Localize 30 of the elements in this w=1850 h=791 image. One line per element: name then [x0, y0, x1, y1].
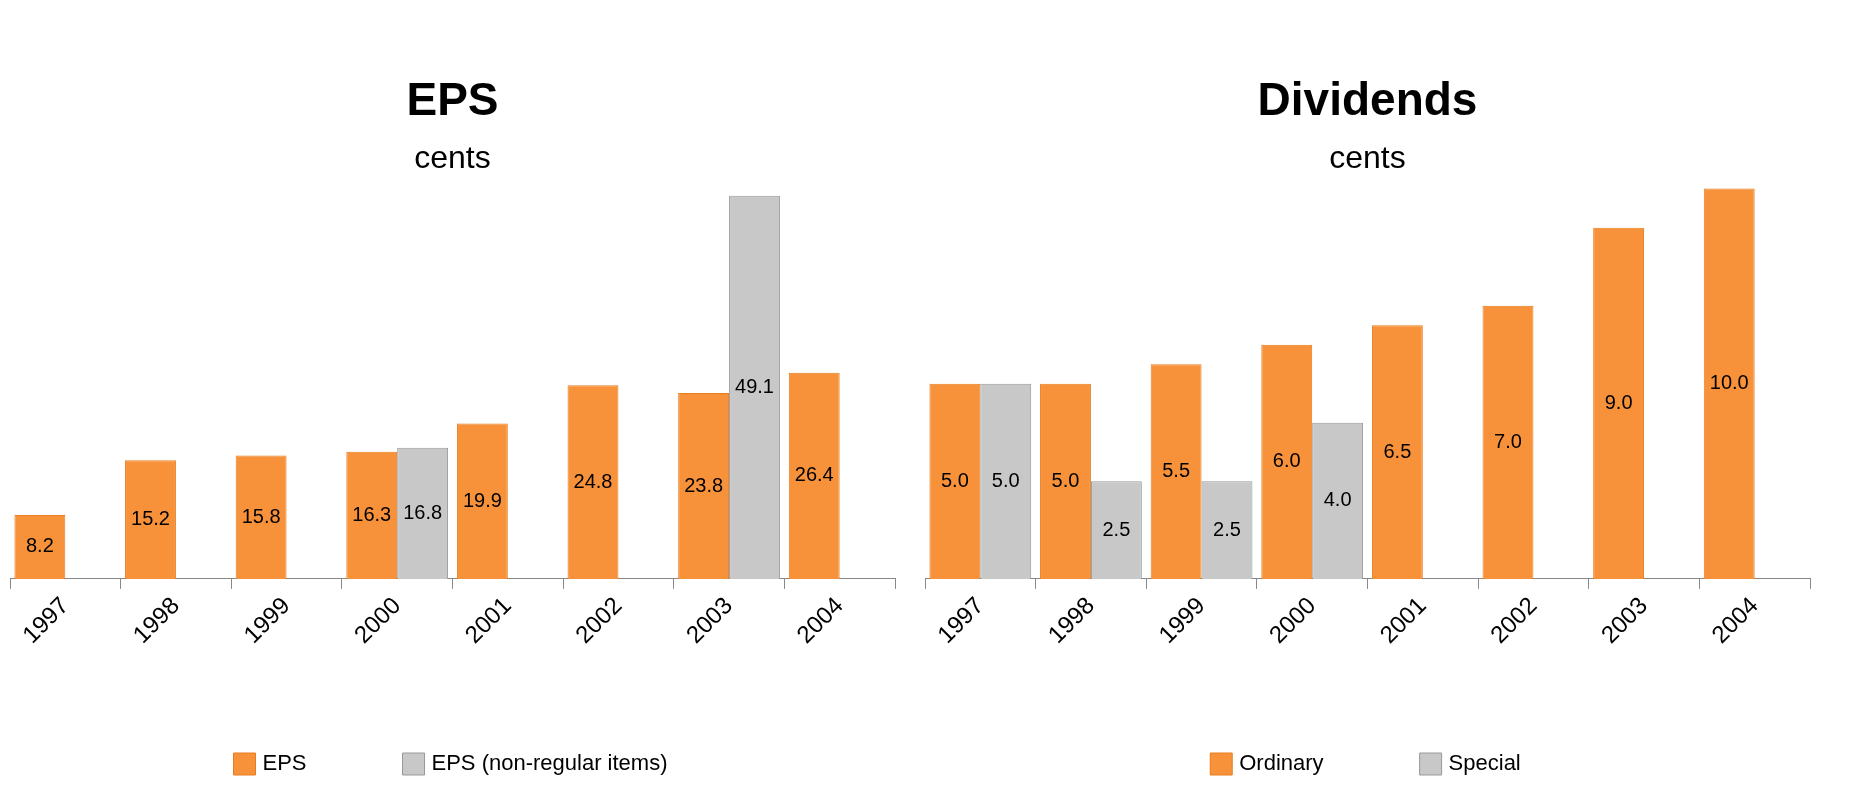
data-label: 2.5 [1102, 517, 1131, 540]
data-label: 16.8 [403, 500, 443, 523]
chart-title: EPS [406, 73, 499, 126]
data-label: 5.5 [1162, 459, 1191, 482]
legend-label: EPS [262, 750, 307, 776]
data-label: 9.0 [1604, 390, 1633, 413]
data-label: 5.0 [1051, 468, 1080, 491]
data-label: 19.9 [462, 488, 502, 511]
data-label: 5.0 [991, 468, 1020, 491]
data-label: 6.0 [1272, 449, 1301, 472]
data-label: 10.0 [1709, 371, 1749, 394]
data-label: 24.8 [573, 469, 613, 492]
chart-title: Dividends [1257, 73, 1478, 126]
data-label: 15.8 [241, 504, 281, 527]
chart-subtitle: cents [1329, 139, 1406, 176]
data-label: 5.0 [940, 468, 969, 491]
data-label: 49.1 [735, 374, 774, 397]
data-label: 16.3 [352, 502, 392, 525]
data-label: 15.2 [131, 507, 170, 530]
data-label: 6.5 [1383, 439, 1412, 462]
data-label: 23.8 [684, 473, 724, 496]
data-label: 8.2 [25, 534, 54, 557]
data-label: 26.4 [794, 463, 834, 486]
chart-subtitle: cents [414, 139, 491, 176]
data-label: 2.5 [1213, 517, 1241, 540]
legend-label: EPS (non-regular items) [431, 750, 668, 776]
data-label: 4.0 [1323, 488, 1352, 511]
legend-label: Ordinary [1239, 750, 1324, 776]
data-label: 7.0 [1494, 429, 1522, 452]
legend-label: Special [1448, 750, 1521, 776]
